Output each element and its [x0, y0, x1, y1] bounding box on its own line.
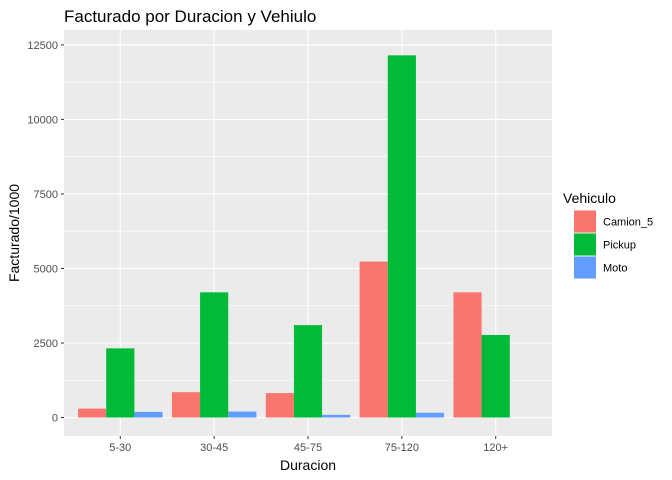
legend-swatch-pickup [574, 233, 596, 256]
chart-title: Facturado por Duracion y Vehiulo [64, 7, 316, 26]
x-tick-label: 45-75 [294, 442, 322, 454]
x-tick-label: 30-45 [200, 442, 228, 454]
bar-moto-45-75 [322, 414, 351, 418]
legend-title: Vehiculo [563, 190, 616, 206]
bar-pickup-5-30 [106, 348, 135, 418]
legend-swatch-camion-5 [574, 210, 596, 233]
y-tick-label: 2500 [34, 338, 58, 350]
y-tick-label: 10000 [27, 114, 58, 126]
bar-camion-5-75-120 [359, 261, 388, 418]
bar-pickup-75-120 [387, 55, 416, 418]
y-tick-label: 5000 [34, 263, 58, 275]
bar-camion-5-45-75 [265, 393, 294, 418]
bar-pickup-45-75 [293, 325, 323, 418]
y-axis: 0 2500 5000 7500 10000 12500 [27, 40, 64, 425]
x-tick-label: 5-30 [109, 442, 131, 454]
bar-camion-5-120- [453, 292, 482, 418]
x-tick-label: 120+ [483, 442, 508, 454]
bars [78, 55, 510, 418]
legend-label: Camion_5 [603, 217, 653, 229]
y-tick-label: 7500 [34, 189, 58, 201]
x-axis-title: Duracion [280, 457, 336, 473]
bar-moto-30-45 [228, 411, 257, 418]
x-tick-label: 75-120 [385, 442, 419, 454]
bar-moto-75-120 [415, 412, 445, 418]
legend: Vehiculo Camion_5 Pickup Moto [563, 190, 653, 279]
bar-moto-5-30 [134, 411, 163, 418]
y-tick-label: 12500 [27, 40, 58, 52]
y-axis-title: Facturado/1000 [6, 184, 22, 282]
x-axis: 5-30 30-45 45-75 75-120 120+ [109, 436, 508, 454]
legend-label: Moto [603, 263, 627, 275]
bar-camion-5-5-30 [78, 408, 107, 418]
bar-camion-5-30-45 [171, 392, 201, 418]
legend-label: Pickup [603, 240, 636, 252]
y-tick-label: 0 [52, 413, 58, 425]
legend-swatch-moto [574, 256, 596, 279]
bar-pickup-120- [481, 334, 510, 418]
bar-pickup-30-45 [200, 292, 229, 418]
